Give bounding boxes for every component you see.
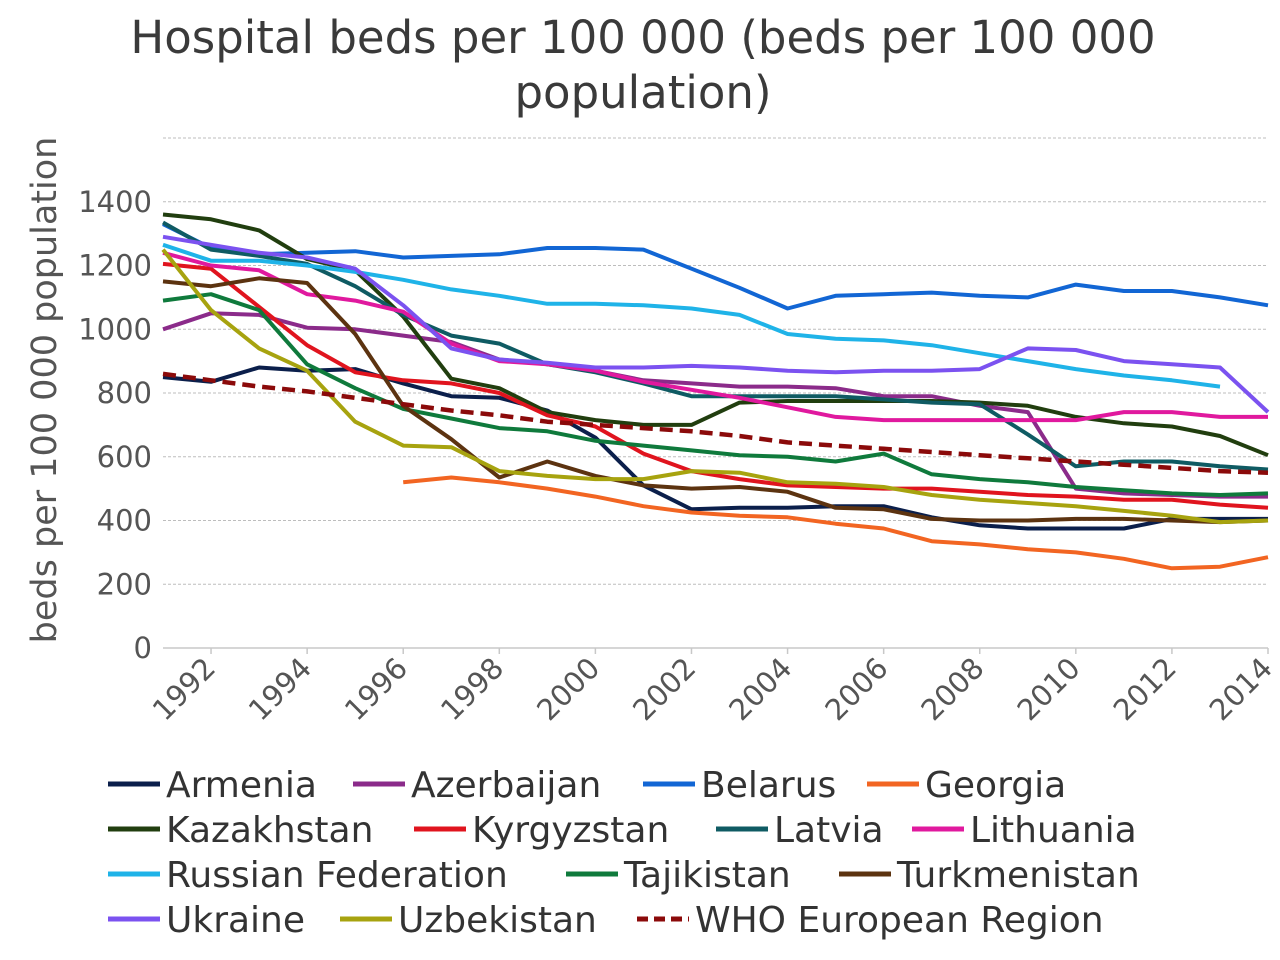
series-line-uzbekistan xyxy=(161,248,1269,525)
legend-label: Kazakhstan xyxy=(166,810,373,851)
legend-label: Turkmenistan xyxy=(896,855,1140,896)
y-tick-label: 1000 xyxy=(78,312,152,346)
x-axis-ticks: 1992 1994 1996 1998 2000 2002 2004 2006 2008 2010… xyxy=(146,648,1279,727)
legend-label: Azerbaijan xyxy=(411,765,601,806)
legend-label: Georgia xyxy=(925,765,1066,806)
y-tick-label: 400 xyxy=(97,504,152,538)
x-tick-label: 1998 xyxy=(434,651,510,727)
series-line-turkmenistan xyxy=(162,276,1269,525)
legend-label: WHO European Region xyxy=(695,900,1104,941)
series-line-georgia xyxy=(403,475,1269,571)
y-tick-label: 800 xyxy=(97,376,152,410)
series-lines xyxy=(161,212,1270,571)
x-tick-label: 2004 xyxy=(722,651,798,727)
x-tick-label: 2002 xyxy=(626,651,702,727)
y-tick-label: 0 xyxy=(134,631,152,665)
series-line-belarus xyxy=(162,222,1269,311)
y-tick-label: 200 xyxy=(97,567,152,601)
x-tick-label: 2006 xyxy=(818,651,894,727)
legend-label: Kyrgyzstan xyxy=(472,810,669,851)
series-line-who-european-region xyxy=(162,371,1269,475)
x-tick-label: 2012 xyxy=(1107,651,1183,727)
series-line-lithuania xyxy=(162,250,1268,423)
legend-label: Armenia xyxy=(166,765,317,806)
y-tick-label: 1400 xyxy=(78,185,152,219)
legend: Armenia Azerbaijan Belarus Georgia Kazakhsta… xyxy=(108,765,1140,941)
legend-label: Belarus xyxy=(701,765,836,806)
y-axis-ticks: 0 200 400 600 800 1000 1200 1400 xyxy=(78,185,152,665)
series-line-ukraine xyxy=(162,234,1270,414)
chart-title-line-1: Hospital beds per 100 000 (beds per 100 … xyxy=(130,11,1155,64)
y-tick-label: 1200 xyxy=(78,249,152,283)
legend-label: Russian Federation xyxy=(166,855,508,896)
chart-title: Hospital beds per 100 000 (beds per 100 … xyxy=(130,11,1155,119)
legend-label: Tajikistan xyxy=(623,855,791,896)
chart-title-line-2: population) xyxy=(514,66,771,119)
legend-label: Latvia xyxy=(774,810,884,851)
series-line-kyrgyzstan xyxy=(162,261,1269,510)
series-line-latvia xyxy=(162,220,1269,472)
x-tick-label: 2010 xyxy=(1011,651,1087,727)
series-line-azerbaijan xyxy=(162,311,1268,499)
x-tick-label: 1992 xyxy=(146,651,222,727)
y-axis-label: beds per 100 000 population xyxy=(25,137,65,644)
x-tick-label: 2014 xyxy=(1203,651,1279,727)
legend-label: Ukraine xyxy=(166,900,305,941)
x-tick-label: 2000 xyxy=(530,651,606,727)
x-tick-label: 2008 xyxy=(914,651,990,727)
series-line-tajikistan xyxy=(162,292,1269,497)
legend-label: Uzbekistan xyxy=(398,900,597,941)
series-line-russian-federation xyxy=(162,242,1221,389)
y-tick-label: 600 xyxy=(97,440,152,474)
x-tick-label: 1994 xyxy=(242,651,318,727)
x-tick-label: 1996 xyxy=(338,651,414,727)
legend-label: Lithuania xyxy=(970,810,1137,851)
